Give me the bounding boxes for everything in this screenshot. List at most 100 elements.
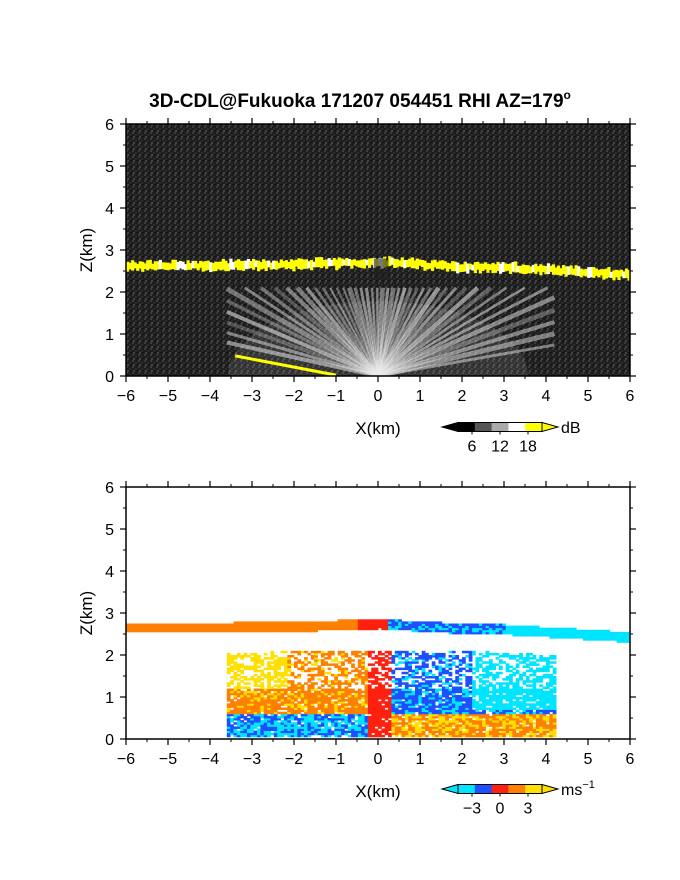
velocity-cell [498, 625, 503, 629]
velocity-cell [297, 682, 302, 685]
velocity-cell [418, 692, 423, 696]
velocity-cell [361, 715, 365, 719]
velocity-cell [475, 631, 480, 635]
velocity-cell [344, 722, 349, 725]
fan-ray [376, 287, 390, 376]
velocity-cell [451, 625, 456, 629]
velocity-cell [307, 625, 312, 629]
velocity-cell [257, 692, 261, 696]
velocity-cell [549, 680, 554, 683]
velocity-cell [347, 619, 352, 622]
velocity-cell [401, 682, 406, 685]
velocity-cell [257, 625, 261, 629]
velocity-cell [421, 726, 426, 729]
velocity-cell [401, 667, 406, 671]
velocity-cell [441, 713, 446, 717]
cloud-band-cell [216, 261, 220, 270]
velocity-cell [512, 690, 517, 694]
velocity-cell [320, 621, 325, 624]
velocity-cell [404, 667, 409, 671]
velocity-cell [351, 652, 355, 656]
velocity-cell [240, 686, 244, 689]
velocity-cell [364, 678, 369, 681]
velocity-cell [445, 659, 449, 662]
velocity-cell [381, 707, 386, 710]
velocity-cell [243, 686, 248, 689]
velocity-cell [300, 697, 305, 700]
velocity-cell [240, 722, 244, 725]
velocity-cell [552, 688, 557, 692]
velocity-cell [341, 730, 345, 734]
velocity-cell [438, 734, 443, 738]
velocity-cell [445, 730, 449, 734]
velocity-cell [411, 711, 416, 715]
velocity-cell [509, 694, 513, 698]
velocity-cell [438, 699, 443, 702]
velocity-cell [441, 711, 446, 715]
cloud-band-cell [446, 262, 450, 272]
velocity-cell [492, 709, 496, 713]
velocity-cell [448, 684, 453, 687]
velocity-cell [287, 707, 292, 710]
velocity-cell [230, 711, 234, 715]
velocity-cell [341, 697, 345, 700]
velocity-cell [492, 720, 496, 723]
velocity-cell [462, 661, 466, 664]
velocity-cell [535, 715, 540, 719]
velocity-cell [535, 728, 540, 731]
fan-ray [243, 286, 379, 376]
velocity-cell [341, 669, 345, 673]
velocity-cell [404, 688, 409, 692]
velocity-cell [354, 669, 359, 673]
velocity-cell [566, 627, 570, 631]
velocity-cell [334, 709, 339, 713]
cloud-band-cell [393, 258, 397, 269]
velocity-cell [445, 713, 449, 717]
velocity-cell [428, 697, 433, 700]
velocity-cell [411, 734, 416, 738]
velocity-cell [401, 657, 406, 660]
velocity-cell [341, 652, 345, 656]
velocity-cell [451, 711, 456, 715]
velocity-cell [519, 678, 523, 681]
velocity-cell [539, 688, 544, 692]
cloud-band-cell [264, 260, 268, 271]
velocity-cell [552, 634, 557, 637]
velocity-cell [502, 688, 507, 692]
velocity-cell [364, 694, 369, 698]
velocity-cell [341, 724, 345, 727]
velocity-cell [367, 621, 372, 624]
velocity-cell [290, 724, 295, 727]
top-colorbar-unit: dB [561, 420, 581, 437]
velocity-cell [257, 676, 261, 679]
velocity-cell [280, 629, 285, 633]
velocity-cell [310, 728, 315, 731]
velocity-cell [267, 623, 271, 626]
velocity-cell [451, 728, 456, 731]
velocity-cell [431, 699, 436, 702]
velocity-cell [502, 715, 507, 719]
velocity-cell [378, 707, 382, 710]
top-colorbar-segment [458, 422, 476, 432]
velocity-cell [304, 650, 308, 654]
cloud-band-cell [546, 263, 551, 274]
velocity-cell [498, 711, 503, 715]
velocity-cell [277, 671, 281, 675]
velocity-cell [391, 699, 396, 702]
velocity-cell [354, 703, 359, 706]
velocity-cell [498, 734, 503, 738]
velocity-cell [448, 673, 453, 677]
velocity-cell [246, 703, 251, 706]
velocity-cell [324, 690, 328, 694]
velocity-cell [438, 722, 443, 725]
velocity-cell [341, 694, 345, 698]
velocity-cell [287, 703, 292, 706]
velocity-cell [246, 730, 251, 734]
velocity-cell [411, 661, 416, 664]
velocity-cell [404, 732, 409, 736]
velocity-cell [304, 694, 308, 698]
velocity-cell [233, 703, 238, 706]
velocity-cell [398, 667, 402, 671]
velocity-cell [320, 669, 325, 673]
fan-ray [226, 340, 379, 376]
